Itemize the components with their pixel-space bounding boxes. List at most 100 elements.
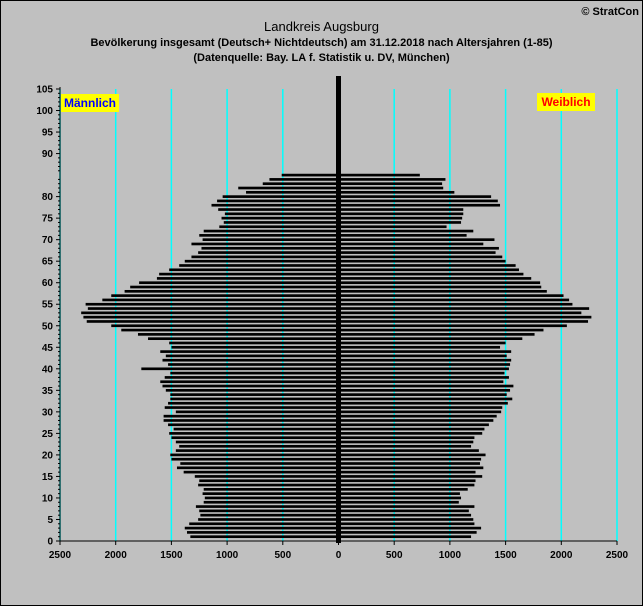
bar-male <box>175 449 339 452</box>
bar-female <box>338 531 477 534</box>
axes: 0 5 10 15 20 25 30 35 40 45 50 55 60 65 70 75 80 90 95 100 1… <box>36 76 629 561</box>
bar-female <box>338 277 532 280</box>
bar-female <box>338 427 485 431</box>
bar-female <box>338 264 516 267</box>
y-tick-label: 65 <box>42 257 54 268</box>
bar-female <box>338 444 472 448</box>
bar-male <box>170 453 339 457</box>
bar-female <box>338 333 535 336</box>
bar-female <box>338 500 459 504</box>
bar-female <box>338 496 462 500</box>
bar-female <box>338 328 544 332</box>
bar-female <box>338 255 503 259</box>
bar-male <box>222 195 339 198</box>
bar-male <box>141 367 339 371</box>
bar-male <box>163 414 339 418</box>
bar-male <box>199 479 339 483</box>
bar-male <box>198 483 339 487</box>
bar-female <box>338 358 512 362</box>
bar-female <box>338 535 472 539</box>
bar-female <box>338 410 502 414</box>
x-tick-label: 2000 <box>105 550 128 561</box>
bar-male <box>173 427 339 431</box>
bar-female <box>338 483 475 487</box>
bar-male <box>159 272 339 276</box>
bar-female <box>338 466 484 470</box>
y-tick-label: 5 <box>47 515 53 526</box>
x-tick-label: 2000 <box>550 550 573 561</box>
bar-male <box>199 234 339 237</box>
bar-female <box>338 509 469 513</box>
bar-male <box>269 178 339 181</box>
bar-male <box>87 307 339 310</box>
chart-title: Landkreis Augsburg <box>264 19 379 34</box>
bar-male <box>221 216 339 220</box>
bar-female <box>338 311 582 315</box>
bar-male <box>165 388 339 392</box>
bar-female <box>338 492 460 495</box>
bar-female <box>338 419 494 422</box>
bar-male <box>86 320 339 323</box>
bar-male <box>139 281 339 285</box>
bar-female <box>338 259 506 263</box>
label-male-box <box>61 94 119 112</box>
bar-male <box>198 518 339 521</box>
bar-male <box>201 246 339 250</box>
bar-female <box>338 268 519 272</box>
bar-female <box>338 406 503 409</box>
x-tick-label: 1500 <box>160 550 183 561</box>
y-tick-label: 35 <box>42 386 54 397</box>
bar-female <box>338 354 507 358</box>
bar-male <box>121 328 339 332</box>
bar-female <box>338 212 464 216</box>
bar-male <box>170 371 339 375</box>
bar-male <box>111 294 339 297</box>
y-tick-label: 45 <box>42 343 54 354</box>
bar-female <box>338 475 483 478</box>
bar-male <box>160 380 339 384</box>
bar-female <box>338 225 447 229</box>
y-tick-label: 15 <box>42 472 54 483</box>
bar-female <box>338 246 499 250</box>
bar-female <box>338 251 496 254</box>
bar-male <box>262 182 339 186</box>
bar-male <box>175 410 339 414</box>
bar-female <box>338 345 501 349</box>
chart-subtitle: Bevölkerung insgesamt (Deutsch+ Nichtdeu… <box>90 37 553 49</box>
bar-female <box>338 440 474 444</box>
bar-female <box>338 479 476 483</box>
bar-male <box>203 500 339 504</box>
bar-female <box>338 388 511 392</box>
copyright: © StratCon <box>581 6 639 18</box>
bar-female <box>338 457 482 461</box>
bar-male <box>223 221 339 224</box>
bar-female <box>338 436 475 440</box>
bar-female <box>338 285 542 289</box>
bar-male <box>148 337 339 341</box>
bar-female <box>338 363 511 366</box>
bar-male <box>85 302 339 306</box>
bar-female <box>338 234 467 237</box>
bar-female <box>338 350 512 353</box>
bar-female <box>338 453 486 457</box>
bar-female <box>338 380 504 384</box>
y-tick-label: 90 <box>42 149 54 160</box>
y-tick-label: 10 <box>42 493 54 504</box>
bar-male <box>190 535 339 539</box>
bar-male <box>203 229 339 233</box>
bar-male <box>162 358 339 362</box>
bar-male <box>281 173 339 177</box>
y-tick-label: 40 <box>42 364 54 375</box>
bar-male <box>171 457 339 461</box>
bar-male <box>238 186 339 190</box>
y-tick-label: 100 <box>36 106 53 117</box>
bar-male <box>162 384 339 388</box>
bar-female <box>338 522 475 526</box>
bar-female <box>338 272 524 276</box>
y-tick-label: 60 <box>42 278 54 289</box>
x-tick-label: 1500 <box>494 550 517 561</box>
label-female-box <box>537 93 595 111</box>
y-tick-label: 55 <box>42 300 54 311</box>
bar-male <box>175 440 339 444</box>
bar-male <box>189 522 339 526</box>
